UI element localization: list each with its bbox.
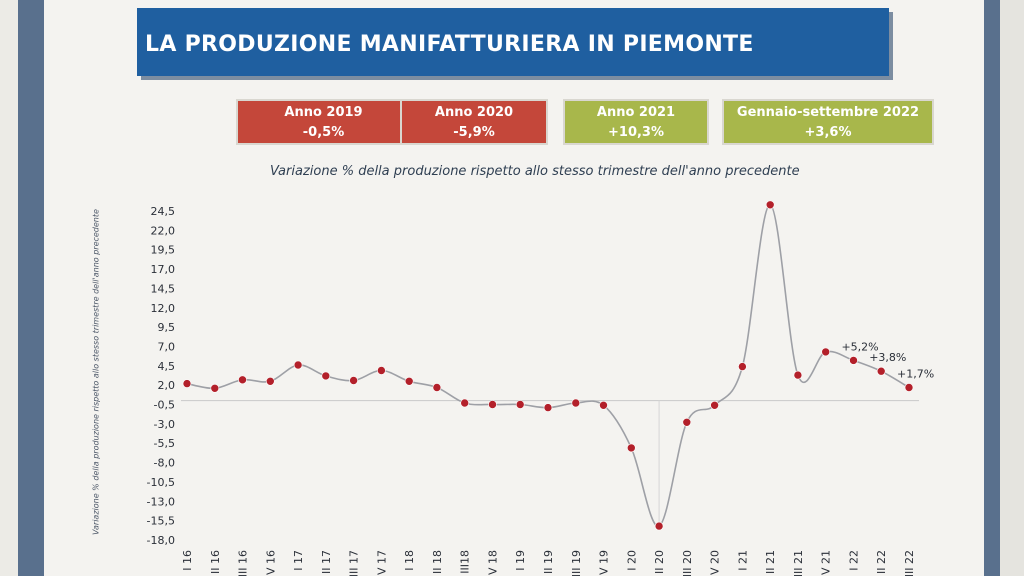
badge-2019-label: Anno 2019	[284, 105, 363, 120]
x-tick-label: II 19	[542, 550, 555, 574]
data-point	[599, 400, 608, 410]
data-point	[488, 400, 497, 409]
data-point	[293, 360, 303, 370]
data-point	[738, 362, 747, 371]
y-tick-label: -8,0	[154, 457, 175, 470]
y-tick-label: -10,5	[147, 476, 175, 489]
y-tick-label: 7,0	[158, 340, 176, 353]
y-tick-label: -5,5	[154, 437, 175, 450]
x-tick-label: II 20	[653, 550, 666, 574]
data-point	[238, 375, 247, 385]
y-tick-label: -15,5	[147, 515, 175, 528]
data-point	[377, 366, 386, 375]
data-point	[654, 521, 664, 531]
badge-2019: Anno 2019 -0,5%	[236, 99, 411, 145]
data-point	[182, 379, 192, 388]
y-tick-label: 17,0	[151, 263, 176, 276]
data-point	[543, 403, 553, 412]
data-point	[515, 400, 525, 409]
data-label: +1,7%	[897, 367, 934, 380]
page-title: LA PRODUZIONE MANIFATTURIERA IN PIEMONTE	[145, 32, 754, 57]
y-tick-label: 4,5	[158, 360, 176, 373]
data-point	[710, 400, 719, 410]
data-point	[210, 383, 220, 393]
data-point	[793, 370, 803, 380]
badge-2020-value: -5,9%	[453, 125, 495, 140]
chart-title: Variazione % della produzione rispetto a…	[270, 164, 800, 179]
x-tick-label: III 20	[681, 550, 694, 576]
x-tick-label: II 21	[764, 550, 777, 574]
data-point	[682, 417, 692, 427]
badge-2020: Anno 2020 -5,9%	[400, 99, 548, 145]
data-point	[460, 398, 470, 408]
y-tick-label: 19,5	[151, 244, 176, 257]
x-tick-label: III 21	[792, 550, 805, 576]
data-point	[904, 383, 914, 392]
y-tick-label: 22,0	[151, 224, 176, 237]
data-point	[821, 347, 831, 357]
slide-sheet	[44, 0, 984, 576]
y-tick-label: 9,5	[158, 321, 176, 334]
badge-2022: Gennaio-settembre 2022 +3,6%	[722, 99, 934, 145]
badge-2022-label: Gennaio-settembre 2022	[736, 105, 920, 120]
y-tick-label: 14,5	[151, 282, 176, 295]
x-tick-label: III 22	[903, 550, 916, 576]
x-tick-label: I 16	[181, 550, 194, 571]
x-tick-label: I 18	[403, 550, 416, 571]
x-tick-label: I 21	[736, 550, 749, 571]
x-tick-label: IV 18	[486, 550, 499, 576]
data-point	[349, 376, 358, 385]
x-tick-label: I 17	[292, 550, 305, 571]
data-point	[404, 376, 414, 386]
x-tick-label: III18	[459, 550, 472, 574]
badge-2021-value: +10,3%	[608, 125, 664, 140]
data-label: +5,2%	[841, 340, 878, 353]
background-edge-left	[0, 0, 18, 576]
badge-2020-label: Anno 2020	[434, 105, 514, 120]
badge-2022-value: +3,6%	[804, 125, 852, 140]
x-tick-label: II 17	[320, 550, 333, 574]
data-point	[321, 371, 331, 381]
data-label: +3,8%	[869, 351, 906, 364]
x-tick-label: IV 17	[375, 550, 388, 576]
x-tick-label: I 19	[514, 550, 527, 571]
y-tick-label: -13,0	[147, 495, 175, 508]
y-tick-label: -3,0	[154, 418, 175, 431]
y-tick-label: -18,0	[147, 534, 175, 547]
data-point	[432, 383, 442, 392]
y-tick-label: -0,5	[154, 399, 175, 412]
background-edge-right	[1000, 0, 1024, 576]
badge-2021-label: Anno 2021	[596, 105, 676, 120]
x-tick-label: III 19	[570, 550, 583, 576]
data-point	[571, 398, 581, 408]
data-point	[265, 376, 275, 386]
data-point	[876, 366, 886, 376]
x-tick-label: I 22	[847, 550, 860, 571]
data-point	[765, 200, 775, 210]
x-tick-label: II 18	[431, 550, 444, 574]
x-tick-label: IV 19	[598, 550, 611, 576]
x-tick-label: II 22	[875, 550, 888, 574]
data-point	[626, 443, 636, 453]
x-tick-label: I 20	[625, 550, 638, 571]
y-tick-label: 2,0	[158, 379, 176, 392]
data-point	[849, 356, 858, 365]
x-tick-label: IV 16	[264, 550, 277, 576]
y-tick-label: 24,5	[151, 205, 176, 218]
y-tick-label: 12,0	[151, 302, 176, 315]
badge-2019-value: -0,5%	[302, 125, 345, 140]
title-banner: LA PRODUZIONE MANIFATTURIERA IN PIEMONTE	[137, 8, 889, 76]
x-tick-label: IV 21	[820, 550, 833, 576]
badge-2021: Anno 2021 +10,3%	[563, 99, 709, 145]
x-tick-label: III 16	[237, 550, 250, 576]
x-tick-label: II 16	[209, 550, 222, 574]
x-tick-label: III 17	[348, 550, 361, 576]
x-tick-label: IV 20	[709, 550, 722, 576]
